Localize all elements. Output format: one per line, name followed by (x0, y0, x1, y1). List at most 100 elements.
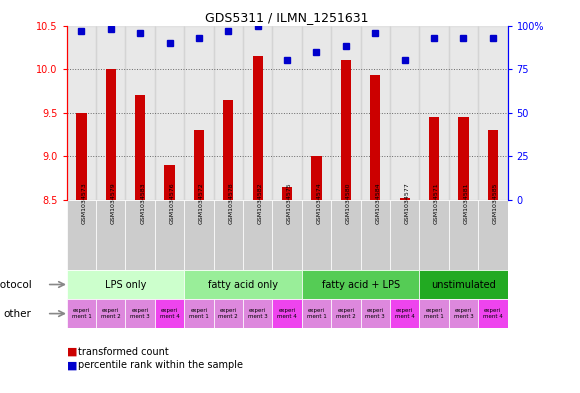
Bar (67, 26, 96, 200)
Text: GSM1034582: GSM1034582 (258, 183, 263, 224)
Bar (282, 187, 292, 200)
Bar (449, 26, 478, 200)
Bar (125, 299, 155, 328)
Bar (419, 200, 449, 270)
Bar (155, 26, 184, 200)
Bar (243, 26, 273, 200)
Text: unstimulated: unstimulated (431, 279, 496, 290)
Text: experi
ment 2: experi ment 2 (101, 308, 121, 319)
Bar (164, 165, 175, 200)
Bar (125, 26, 155, 200)
Title: GDS5311 / ILMN_1251631: GDS5311 / ILMN_1251631 (205, 11, 369, 24)
Bar (252, 56, 263, 200)
Bar (273, 299, 302, 328)
Bar (184, 270, 302, 299)
Bar (340, 61, 351, 200)
Bar (478, 299, 508, 328)
Bar (184, 299, 213, 328)
Bar (390, 299, 419, 328)
Text: GSM1034581: GSM1034581 (463, 183, 469, 224)
Text: experi
ment 4: experi ment 4 (483, 308, 503, 319)
Bar (419, 299, 449, 328)
Text: protocol: protocol (0, 279, 31, 290)
Bar (213, 200, 243, 270)
Text: ■: ■ (67, 347, 77, 357)
Bar (302, 299, 331, 328)
Bar (361, 200, 390, 270)
Text: GSM1034585: GSM1034585 (493, 183, 498, 224)
Bar (449, 299, 478, 328)
Text: experi
ment 1: experi ment 1 (189, 308, 209, 319)
Text: GSM1034572: GSM1034572 (199, 183, 204, 224)
Bar (400, 198, 410, 200)
Text: GSM1034571: GSM1034571 (434, 183, 439, 224)
Bar (429, 117, 439, 200)
Text: LPS only: LPS only (105, 279, 146, 290)
Bar (419, 26, 449, 200)
Bar (213, 299, 243, 328)
Bar (311, 156, 322, 200)
Bar (96, 26, 125, 200)
Text: GSM1034573: GSM1034573 (81, 183, 86, 224)
Bar (273, 200, 302, 270)
Bar (390, 26, 419, 200)
Text: GSM1034576: GSM1034576 (169, 183, 175, 224)
Text: percentile rank within the sample: percentile rank within the sample (78, 360, 243, 371)
Text: experi
ment 3: experi ment 3 (130, 308, 150, 319)
Bar (76, 113, 86, 200)
Text: experi
ment 4: experi ment 4 (395, 308, 415, 319)
Bar (449, 200, 478, 270)
Bar (184, 200, 213, 270)
Bar (390, 200, 419, 270)
Text: GSM1034579: GSM1034579 (111, 183, 116, 224)
Text: experi
ment 2: experi ment 2 (336, 308, 356, 319)
Bar (67, 200, 96, 270)
Bar (194, 130, 204, 200)
Bar (331, 200, 361, 270)
Bar (243, 299, 273, 328)
Text: experi
ment 1: experi ment 1 (307, 308, 327, 319)
Bar (488, 130, 498, 200)
Bar (302, 200, 331, 270)
Text: experi
ment 4: experi ment 4 (160, 308, 179, 319)
Bar (213, 26, 243, 200)
Text: GSM1034577: GSM1034577 (405, 183, 409, 224)
Text: GSM1034574: GSM1034574 (317, 183, 321, 224)
Bar (302, 26, 331, 200)
Text: GSM1034580: GSM1034580 (346, 183, 351, 224)
Text: GSM1034584: GSM1034584 (375, 183, 380, 224)
Bar (458, 117, 469, 200)
Bar (67, 270, 184, 299)
Bar (478, 26, 508, 200)
Text: experi
ment 3: experi ment 3 (248, 308, 267, 319)
Text: transformed count: transformed count (78, 347, 169, 357)
Bar (419, 270, 508, 299)
Bar (243, 200, 273, 270)
Bar (361, 299, 390, 328)
Bar (125, 200, 155, 270)
Text: fatty acid + LPS: fatty acid + LPS (321, 279, 400, 290)
Bar (331, 26, 361, 200)
Bar (96, 299, 125, 328)
Bar (370, 75, 380, 200)
Bar (184, 26, 213, 200)
Text: experi
ment 3: experi ment 3 (365, 308, 385, 319)
Text: other: other (3, 309, 31, 319)
Text: experi
ment 2: experi ment 2 (219, 308, 238, 319)
Bar (478, 200, 508, 270)
Bar (67, 299, 96, 328)
Text: fatty acid only: fatty acid only (208, 279, 278, 290)
Text: GSM1034578: GSM1034578 (229, 183, 233, 224)
Bar (361, 26, 390, 200)
Bar (331, 299, 361, 328)
Text: experi
ment 1: experi ment 1 (71, 308, 91, 319)
Bar (155, 299, 184, 328)
Bar (223, 100, 234, 200)
Text: GSM1034575: GSM1034575 (287, 183, 292, 224)
Text: GSM1034583: GSM1034583 (140, 183, 145, 224)
Bar (96, 200, 125, 270)
Bar (106, 69, 116, 200)
Text: experi
ment 1: experi ment 1 (424, 308, 444, 319)
Bar (155, 200, 184, 270)
Text: experi
ment 3: experi ment 3 (454, 308, 473, 319)
